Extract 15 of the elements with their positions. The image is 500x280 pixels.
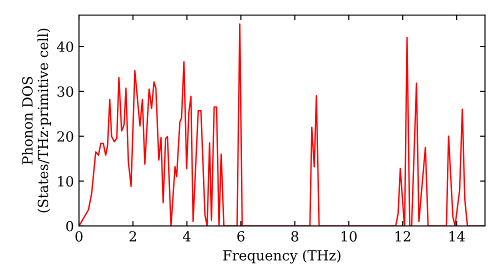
x-tick-label: 4	[182, 231, 191, 242]
x-tick-label: 8	[291, 231, 298, 242]
x-tick-label: 6	[237, 231, 244, 242]
y-tick-label: 40	[56, 41, 74, 52]
x-axis-title: Frequency (THz)	[223, 250, 340, 264]
y-tick-label: 20	[57, 131, 74, 142]
y-tick-label: 10	[58, 176, 74, 187]
x-tick-label: 14	[450, 231, 465, 242]
x-tick-label: 12	[396, 231, 410, 242]
x-tick-label: 10	[342, 231, 357, 242]
y-tick-label: 30	[58, 86, 74, 97]
y-tick-label: 0	[66, 220, 74, 232]
x-tick-label: 2	[129, 231, 136, 242]
y-axis-title: Phonon DOS (States/THz·primitive cell)	[22, 28, 51, 212]
x-tick-label: 0	[75, 231, 82, 242]
